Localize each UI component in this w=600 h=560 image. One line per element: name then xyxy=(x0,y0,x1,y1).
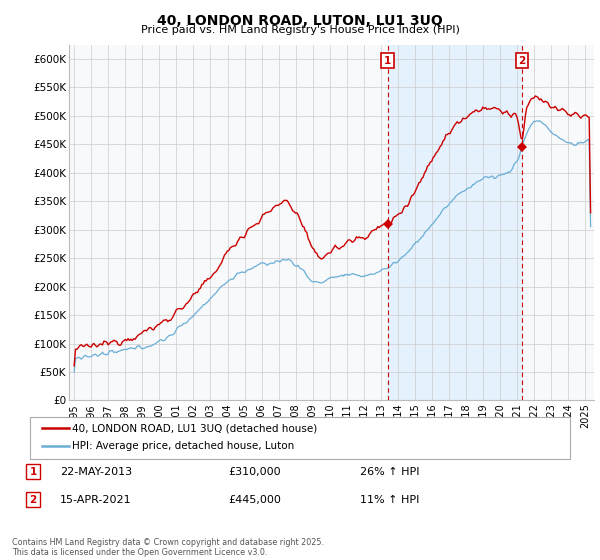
Text: 22-MAY-2013: 22-MAY-2013 xyxy=(60,466,132,477)
Text: Price paid vs. HM Land Registry's House Price Index (HPI): Price paid vs. HM Land Registry's House … xyxy=(140,25,460,35)
Text: 2: 2 xyxy=(518,56,526,66)
Text: 40, LONDON ROAD, LU1 3UQ (detached house): 40, LONDON ROAD, LU1 3UQ (detached house… xyxy=(72,423,317,433)
Text: Contains HM Land Registry data © Crown copyright and database right 2025.
This d: Contains HM Land Registry data © Crown c… xyxy=(12,538,324,557)
Bar xyxy=(388,45,522,400)
Text: 11% ↑ HPI: 11% ↑ HPI xyxy=(360,494,419,505)
Text: £445,000: £445,000 xyxy=(228,494,281,505)
Text: HPI: Average price, detached house, Luton: HPI: Average price, detached house, Luto… xyxy=(72,441,294,451)
Text: 1: 1 xyxy=(29,466,37,477)
Text: 15-APR-2021: 15-APR-2021 xyxy=(60,494,131,505)
Text: 2: 2 xyxy=(29,494,37,505)
Text: 40, LONDON ROAD, LUTON, LU1 3UQ: 40, LONDON ROAD, LUTON, LU1 3UQ xyxy=(157,14,443,28)
Text: 26% ↑ HPI: 26% ↑ HPI xyxy=(360,466,419,477)
Text: 1: 1 xyxy=(384,56,391,66)
Text: £310,000: £310,000 xyxy=(228,466,281,477)
